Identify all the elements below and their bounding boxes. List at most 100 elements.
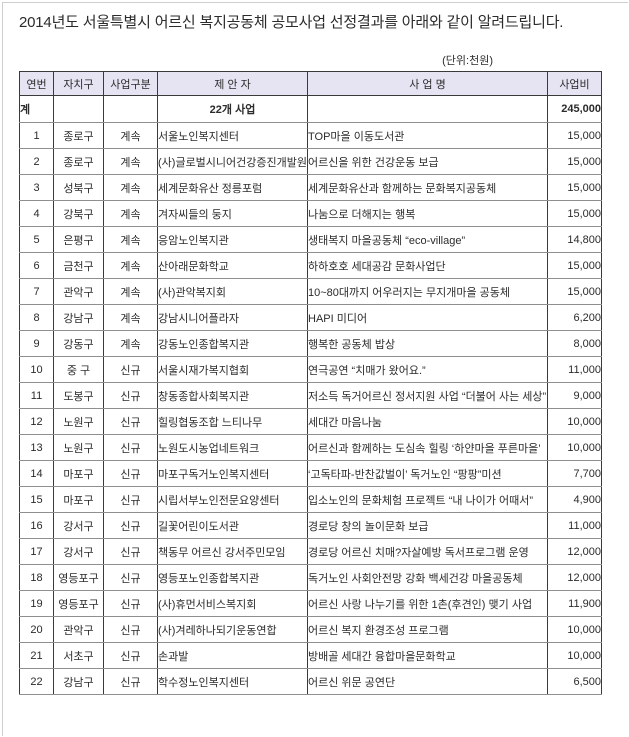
cell-project: 세대간 마음나눔: [307, 408, 548, 436]
cell-district: 종로구: [53, 122, 104, 150]
cell-project: TOP마을 이동도서관: [307, 122, 548, 150]
cell-project: HAPI 미디어: [307, 304, 548, 332]
cell-proposer: 손과발: [157, 642, 308, 670]
cell-district: 노원구: [53, 434, 104, 462]
cell-no: 7: [19, 278, 54, 306]
cell-budget: 15,000: [547, 252, 602, 280]
header-cell-budget: 사업비: [547, 71, 602, 97]
cell-proposer: (사)글로벌시니어건강증진개발원: [157, 148, 308, 176]
table-row: 18 영등포구 신규 영등포노인종합복지관 독거노인 사회안전망 강화 백세건강 마을공…: [19, 564, 602, 592]
cell-budget: 10,000: [547, 616, 602, 644]
cell-budget: 6,500: [547, 668, 602, 696]
cell-proposer: 길꽃어린이도서관: [157, 512, 308, 540]
cell-type: 신규: [103, 590, 158, 618]
cell-no: 20: [19, 616, 54, 644]
cell-no: 9: [19, 330, 54, 358]
cell-proposer: 마포구독거노인복지센터: [157, 460, 308, 488]
cell-district: 관악구: [53, 616, 104, 644]
table-row: 1 종로구 계속 서울노인복지센터 TOP마을 이동도서관 15,000: [19, 122, 602, 150]
summary-type: [103, 95, 158, 124]
table-row: 14 마포구 신규 마포구독거노인복지센터 ‘고독타파-반찬값벌이’ 독거노인 “팡팡”…: [19, 460, 602, 488]
cell-budget: 9,000: [547, 382, 602, 410]
table-row: 3 성북구 계속 세계문화유산 정릉포럼 세계문화유산과 함께하는 문화복지공동체 15,…: [19, 174, 602, 202]
summary-row: 계 22개 사업 245,000: [19, 95, 602, 124]
cell-budget: 12,000: [547, 564, 602, 592]
table-row: 19 영등포구 신규 (사)휴먼서비스복지회 어르신 사랑 나누기를 위한 1촌(후견인…: [19, 590, 602, 618]
table-row: 11 도봉구 신규 창동종합사회복지관 저소득 독거어르신 정서지원 사업 “더불어 사…: [19, 382, 602, 410]
cell-type: 신규: [103, 668, 158, 696]
table-row: 4 강북구 계속 겨자씨들의 둥지 나눔으로 더해지는 행복 15,000: [19, 200, 602, 228]
cell-district: 마포구: [53, 486, 104, 514]
unit-label: (단위:천원): [442, 55, 493, 68]
cell-type: 신규: [103, 564, 158, 592]
cell-type: 계속: [103, 304, 158, 332]
header-cell-no: 연번: [19, 71, 54, 97]
cell-no: 3: [19, 174, 54, 202]
cell-budget: 15,000: [547, 122, 602, 150]
cell-project: 어르신 복지 환경조성 프로그램: [307, 616, 548, 644]
table-row: 16 강서구 신규 길꽃어린이도서관 경로당 창의 놀이문화 보급 11,000: [19, 512, 602, 540]
cell-district: 강동구: [53, 330, 104, 358]
table-row: 8 강남구 계속 강남시니어플라자 HAPI 미디어 6,200: [19, 304, 602, 332]
cell-type: 신규: [103, 512, 158, 540]
cell-no: 8: [19, 304, 54, 332]
cell-type: 신규: [103, 642, 158, 670]
cell-no: 17: [19, 538, 54, 566]
cell-project: 어르신을 위한 건강운동 보급: [307, 148, 548, 176]
cell-budget: 15,000: [547, 200, 602, 228]
cell-proposer: 서울노인복지센터: [157, 122, 308, 150]
cell-type: 계속: [103, 122, 158, 150]
cell-no: 18: [19, 564, 54, 592]
cell-district: 강남구: [53, 668, 104, 696]
cell-budget: 11,000: [547, 356, 602, 384]
table-row: 20 관악구 신규 (사)겨레하나되기운동연합 어르신 복지 환경조성 프로그램 10,0…: [19, 616, 602, 644]
cell-project: 저소득 독거어르신 정서지원 사업 “더불어 사는 세상”: [307, 382, 548, 410]
cell-budget: 14,800: [547, 226, 602, 254]
table-row: 2 종로구 계속 (사)글로벌시니어건강증진개발원 어르신을 위한 건강운동 보급 15,…: [19, 148, 602, 176]
cell-district: 마포구: [53, 460, 104, 488]
cell-project: 입소노인의 문화체험 프로젝트 “내 나이가 어때서”: [307, 486, 548, 514]
cell-type: 신규: [103, 408, 158, 436]
cell-project: 경로당 창의 놀이문화 보급: [307, 512, 548, 540]
cell-budget: 6,200: [547, 304, 602, 332]
cell-no: 15: [19, 486, 54, 514]
cell-district: 관악구: [53, 278, 104, 306]
cell-district: 은평구: [53, 226, 104, 254]
table-row: 15 마포구 신규 시립서부노인전문요양센터 입소노인의 문화체험 프로젝트 “내 나이…: [19, 486, 602, 514]
cell-project: 세계문화유산과 함께하는 문화복지공동체: [307, 174, 548, 202]
cell-proposer: 서울시재가복지협회: [157, 356, 308, 384]
cell-district: 중 구: [53, 356, 104, 384]
cell-proposer: 힐링협동조합 느티나무: [157, 408, 308, 436]
cell-project: 독거노인 사회안전망 강화 백세건강 마을공동체: [307, 564, 548, 592]
table-row: 17 강서구 신규 책동무 어르신 강서주민모임 경로당 어르신 치매?자살예방 독서프…: [19, 538, 602, 566]
cell-project: 행복한 공동체 밥상: [307, 330, 548, 358]
cell-project: 어르신 사랑 나누기를 위한 1촌(후견인) 맺기 사업: [307, 590, 548, 618]
cell-budget: 8,000: [547, 330, 602, 358]
cell-proposer: 세계문화유산 정릉포럼: [157, 174, 308, 202]
cell-budget: 15,000: [547, 174, 602, 202]
cell-district: 영등포구: [53, 564, 104, 592]
cell-no: 11: [19, 382, 54, 410]
results-table: 연번 자치구 사업구분 제 안 자 사 업 명 사업비 계 22개 사업 245…: [19, 71, 602, 696]
header-cell-type: 사업구분: [103, 71, 158, 97]
table-row: 7 관악구 계속 (사)관악복지회 10~80대까지 어우러지는 무지개마을 공동체 15…: [19, 278, 602, 306]
cell-type: 계속: [103, 278, 158, 306]
cell-budget: 10,000: [547, 434, 602, 462]
summary-budget: 245,000: [547, 95, 602, 124]
cell-proposer: 영등포노인종합복지관: [157, 564, 308, 592]
cell-district: 강남구: [53, 304, 104, 332]
cell-project: 연극공연 “치매가 왔어요.”: [307, 356, 548, 384]
cell-no: 21: [19, 642, 54, 670]
cell-no: 12: [19, 408, 54, 436]
cell-proposer: 산아래문화학교: [157, 252, 308, 280]
cell-budget: 10,000: [547, 408, 602, 436]
page-title: 2014년도 서울특별시 어르신 복지공동체 공모사업 선정결과를 아래와 같이…: [19, 14, 564, 31]
cell-no: 1: [19, 122, 54, 150]
cell-proposer: 강동노인종합복지관: [157, 330, 308, 358]
cell-type: 신규: [103, 434, 158, 462]
cell-no: 10: [19, 356, 54, 384]
cell-type: 계속: [103, 200, 158, 228]
cell-type: 신규: [103, 460, 158, 488]
cell-type: 계속: [103, 252, 158, 280]
